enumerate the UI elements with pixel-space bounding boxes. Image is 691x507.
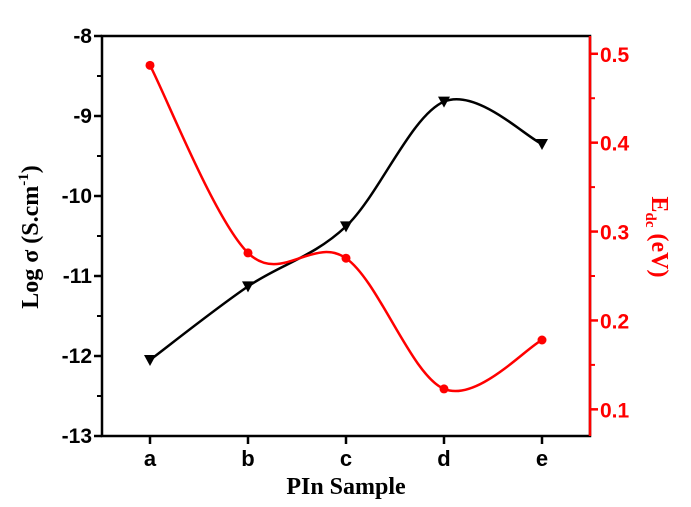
left-axis-title-main: Log σ (S.cm: [18, 186, 44, 309]
x-tick-label: b: [241, 446, 254, 471]
left-axis-title-sup: -1: [16, 173, 32, 186]
right-axis-title-sub: dc: [642, 213, 658, 228]
left-tick-label: -8: [73, 25, 92, 48]
series-1-point: [536, 139, 548, 150]
x-tick-label: c: [340, 446, 352, 471]
right-tick-label: 0.5: [600, 44, 630, 67]
left-tick-label: -11: [63, 265, 93, 288]
right-tick-label: 0.1: [600, 399, 630, 422]
series-2-point: [537, 335, 547, 345]
left-axis-ticks: -13 -12 -11 -10 -9 -8: [62, 25, 102, 448]
series-1-point: [144, 355, 156, 366]
x-tick-label: d: [437, 446, 450, 471]
left-axis-title: Log σ (S.cm-1): [16, 165, 44, 309]
right-axis-title-tail: (eV): [646, 228, 672, 278]
right-axis-title: Edc (eV): [642, 197, 672, 278]
x-axis-ticks: a b c d e: [144, 436, 548, 471]
series-2-point: [439, 384, 449, 394]
x-tick-label: a: [144, 446, 157, 471]
x-axis-title: PIn Sample: [286, 474, 406, 500]
series-2-point: [145, 60, 155, 70]
right-tick-label: 0.2: [600, 310, 629, 333]
right-tick-label: 0.3: [600, 222, 629, 245]
left-tick-label: -9: [73, 105, 92, 128]
x-tick-label: e: [536, 446, 548, 471]
right-axis-ticks: 0.1 0.2 0.3 0.4 0.5: [590, 44, 630, 422]
left-axis-title-tail: ): [18, 165, 44, 173]
series-1-point: [340, 221, 352, 233]
series-1-point: [242, 281, 254, 293]
series-2-point: [341, 253, 351, 263]
series-1-point: [438, 96, 450, 108]
series-2-point: [243, 248, 253, 258]
left-tick-label: -12: [62, 345, 92, 368]
left-tick-label: -13: [62, 425, 92, 448]
series-layer: [144, 60, 548, 394]
left-tick-label: -10: [62, 185, 92, 208]
plot-frame: [100, 34, 592, 438]
right-tick-label: 0.4: [600, 133, 630, 156]
right-axis-title-main: E: [646, 197, 672, 213]
